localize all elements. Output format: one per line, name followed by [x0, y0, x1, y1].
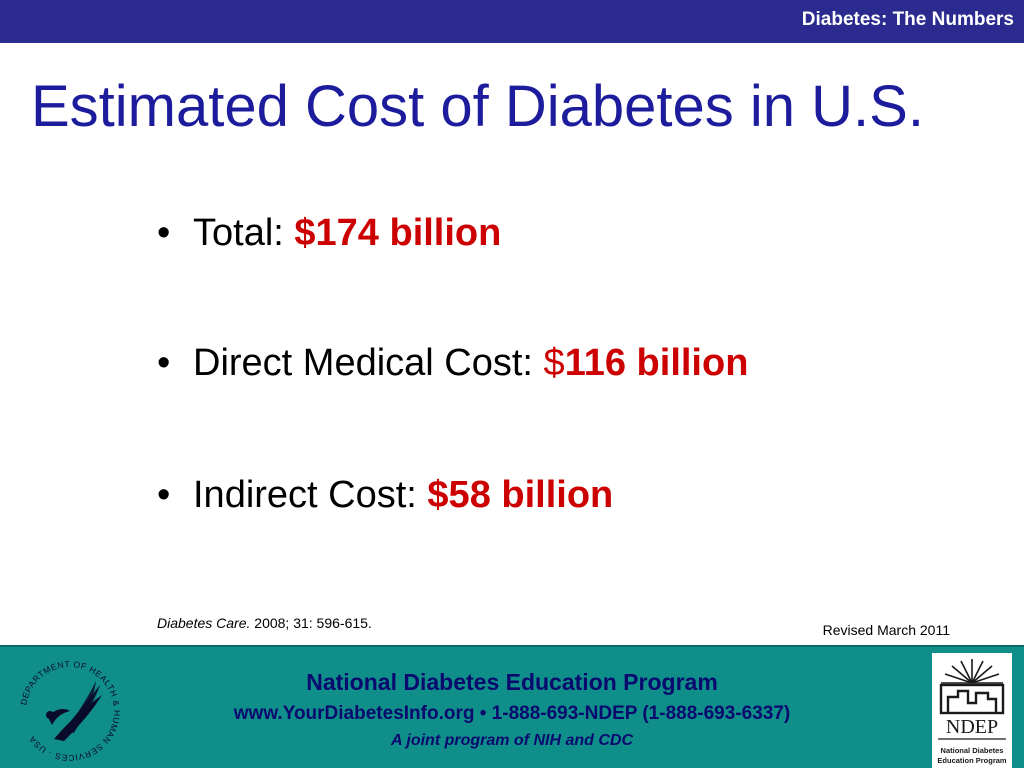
citation-journal: Diabetes Care. — [157, 615, 250, 631]
contact-line[interactable]: www.YourDiabetesInfo.org • 1-888-693-NDE… — [0, 703, 1024, 725]
ndep-logo-subtext-1: National Diabetes — [941, 746, 1004, 755]
bullet-total: • Total: $174 billion — [157, 214, 501, 252]
revised-date: Revised March 2011 — [823, 622, 950, 638]
program-name: National Diabetes Education Program — [0, 669, 1024, 696]
bullet-value-prefix: $ — [544, 342, 565, 384]
figures-icon — [941, 685, 1003, 713]
bullet-label: Direct Medical Cost: — [193, 342, 544, 384]
bullet-dot: • — [157, 214, 193, 252]
ndep-logo: NDEP National Diabetes Education Program — [932, 653, 1012, 768]
bullet-label: Indirect Cost: — [193, 474, 427, 516]
bullet-direct-medical-cost: • Direct Medical Cost: $116 billion — [157, 344, 748, 382]
bullet-value: $174 billion — [294, 212, 501, 254]
ndep-logo-subtext-2: Education Program — [937, 756, 1007, 765]
banner-title: Diabetes: The Numbers — [802, 9, 1014, 31]
slide-title: Estimated Cost of Diabetes in U.S. — [31, 78, 924, 136]
ndep-logo-text: NDEP — [946, 716, 998, 738]
citation: Diabetes Care. 2008; 31: 596-615. — [157, 615, 372, 631]
bullet-indirect-cost: • Indirect Cost: $58 billion — [157, 476, 613, 514]
header-banner: Diabetes: The Numbers — [0, 0, 1024, 43]
footer-bar: DEPARTMENT OF HEALTH & HUMAN SERVICES · … — [0, 645, 1024, 768]
bullet-label: Total: — [193, 212, 294, 254]
tagline: A joint program of NIH and CDC — [0, 732, 1024, 750]
citation-details: 2008; 31: 596-615. — [250, 615, 371, 631]
bullet-value: 116 billion — [565, 342, 749, 384]
bullet-dot: • — [157, 476, 193, 514]
bullet-dot: • — [157, 344, 193, 382]
bullet-value: $58 billion — [427, 474, 613, 516]
